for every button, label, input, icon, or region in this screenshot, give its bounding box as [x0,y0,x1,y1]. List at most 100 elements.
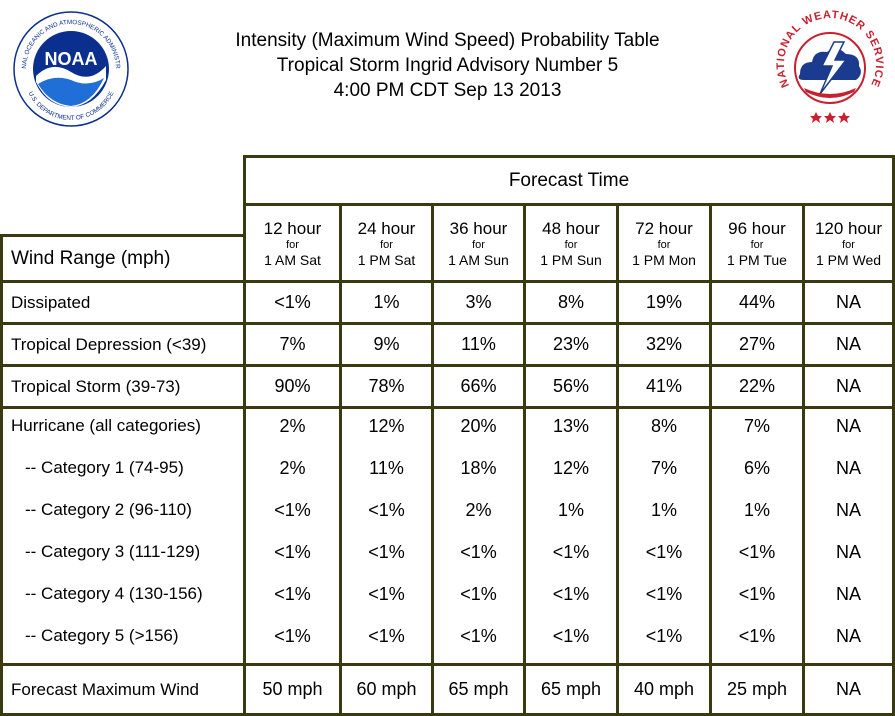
table-cell: 3% [434,283,523,322]
nws-logo: NATIONAL WEATHER SERVICE [773,9,887,125]
table-cell: <1% [738,625,776,646]
row-label: Dissipated [3,283,243,322]
table-cell: <1% [645,625,683,646]
row-label: Tropical Depression (<39) [3,325,243,364]
table-cell: <1% [274,541,311,562]
table-cell: <1% [460,541,497,562]
column-hours: 12 hour [263,218,322,238]
table-cell: NA [805,367,892,406]
table-cell: 23% [526,325,616,364]
table-cell: 44% [712,283,802,322]
table-cell: <1% [274,583,311,604]
hurricane-column-block [805,409,892,663]
row-label: -- Category 4 (130-156) [25,584,203,603]
table-cell: 11% [434,325,523,364]
column-when: 1 PM Tue [727,251,787,268]
table-cell: 66% [434,367,523,406]
table-cell: 41% [619,367,709,406]
column-header-3: 36 hour for 1 AM Sun [434,206,523,280]
table-cell: 40 mph [619,666,709,713]
table-cell: 2% [465,499,492,520]
column-when: 1 PM Sat [357,251,416,268]
table-cell: 11% [369,457,404,478]
table-cell: 6% [743,457,770,478]
table-cell: 22% [712,367,802,406]
column-when: 1 AM Sat [264,251,321,268]
page-title: Intensity (Maximum Wind Speed) Probabili… [0,28,895,103]
hurricane-column-block [342,409,431,663]
table-cell: 2% [279,415,306,436]
column-for: for [472,238,485,251]
column-hours: 96 hour [728,218,786,238]
table-cell: <1% [738,541,776,562]
column-when: 1 PM Sun [540,251,602,268]
table-cell: 1% [743,499,770,520]
table-cell: <1% [368,541,405,562]
table-cell: <1% [552,583,590,604]
forecast-time-header: Forecast Time [246,158,892,203]
table-cell: <1% [645,583,683,604]
table-cell: 65 mph [434,666,523,713]
table-cell: NA [835,457,861,478]
table-cell: 7% [743,415,770,436]
column-when: 1 PM Mon [632,251,696,268]
hurricane-label-block [3,409,243,663]
table-cell: 32% [619,325,709,364]
row-label: Hurricane (all categories) [11,416,201,435]
table-cell: 78% [342,367,431,406]
column-header-7: 120 hour for 1 PM Wed [805,206,892,280]
column-hours: 36 hour [449,218,508,238]
table-cell: 20% [460,415,497,436]
table-cell: 56% [526,367,616,406]
table-cell: 60 mph [342,666,431,713]
table-cell: <1% [246,283,339,322]
table-cell: NA [805,283,892,322]
table-cell: 9% [342,325,431,364]
table-cell: <1% [552,541,590,562]
table-cell: 25 mph [712,666,802,713]
table-cell: 18% [460,457,497,478]
table-cell: 1% [342,283,431,322]
table-cell: 65 mph [526,666,616,713]
title-line-2: Tropical Storm Ingrid Advisory Number 5 [276,55,619,76]
noaa-logo: NOAA NATIONAL OCEANIC AND ATMOSPHERIC AD… [12,10,129,127]
table-cell: NA [835,499,861,520]
column-for: for [380,238,393,251]
table-cell: <1% [460,583,497,604]
row-label: -- Category 3 (111-129) [25,542,201,561]
table-cell: <1% [274,499,311,520]
column-hours: 48 hour [542,218,600,238]
column-for: for [286,238,299,251]
column-when: 1 AM Sun [448,251,509,268]
table-cell: 12% [368,415,405,436]
table-cell: NA [835,625,861,646]
column-header-6: 96 hour for 1 PM Tue [712,206,802,280]
row-label: -- Category 2 (96-110) [25,500,192,519]
hurricane-column-block [246,409,339,663]
table-cell: <1% [460,625,497,646]
wind-range-header: Wind Range (mph) [3,237,243,280]
table-cell: 12% [552,457,590,478]
table-cell: 8% [526,283,616,322]
title-line-3: 4:00 PM CDT Sep 13 2013 [333,80,562,101]
hurricane-column-block [434,409,523,663]
row-label: -- Category 5 (>156) [25,626,179,645]
table-cell: 27% [712,325,802,364]
hurricane-column-block [526,409,616,663]
column-hours: 120 hour [814,218,883,238]
table-cell: <1% [368,625,405,646]
table-cell: <1% [738,583,776,604]
noaa-logo-text: NOAA [45,49,98,69]
column-header-5: 72 hour for 1 PM Mon [619,206,709,280]
table-cell: NA [805,325,892,364]
table-cell: 7% [650,457,677,478]
column-for: for [564,238,578,251]
table-cell: <1% [552,625,590,646]
column-header-1: 12 hour for 1 AM Sat [246,206,339,280]
table-cell: 90% [246,367,339,406]
column-hours: 24 hour [357,218,416,238]
table-cell: <1% [645,541,683,562]
table-cell: NA [835,583,861,604]
table-cell: NA [835,541,861,562]
hurricane-column-block [712,409,802,663]
